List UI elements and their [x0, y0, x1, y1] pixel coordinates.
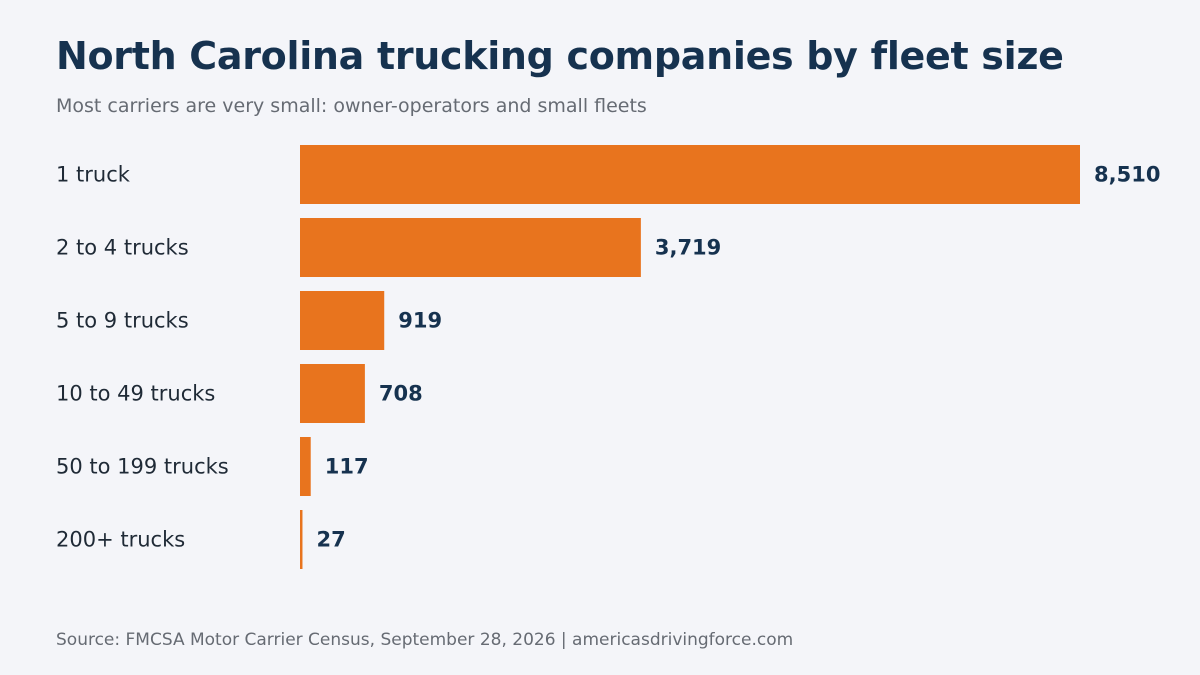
value-label: 919 — [398, 309, 442, 333]
category-label: 5 to 9 trucks — [56, 309, 189, 333]
value-label: 117 — [325, 455, 369, 479]
source-note: Source: FMCSA Motor Carrier Census, Sept… — [56, 630, 794, 650]
bar — [300, 437, 311, 496]
category-label: 200+ trucks — [56, 528, 185, 552]
bar — [300, 145, 1080, 204]
value-label: 3,719 — [655, 236, 721, 260]
chart-subtitle: Most carriers are very small: owner-oper… — [56, 95, 647, 117]
category-label: 10 to 49 trucks — [56, 382, 215, 406]
bar — [300, 364, 365, 423]
value-label: 708 — [379, 382, 423, 406]
bar — [300, 218, 641, 277]
bar — [300, 510, 303, 569]
bar — [300, 291, 385, 350]
value-label: 8,510 — [1094, 163, 1160, 187]
category-label: 1 truck — [56, 163, 131, 187]
value-label: 27 — [316, 528, 345, 552]
bar-chart: 1 truck 8,510 2 to 4 trucks 3,719 5 to 9 tru… — [56, 145, 1160, 569]
category-label: 2 to 4 trucks — [56, 236, 189, 260]
chart-title: North Carolina trucking companies by fle… — [56, 34, 1064, 78]
category-label: 50 to 199 trucks — [56, 455, 229, 479]
